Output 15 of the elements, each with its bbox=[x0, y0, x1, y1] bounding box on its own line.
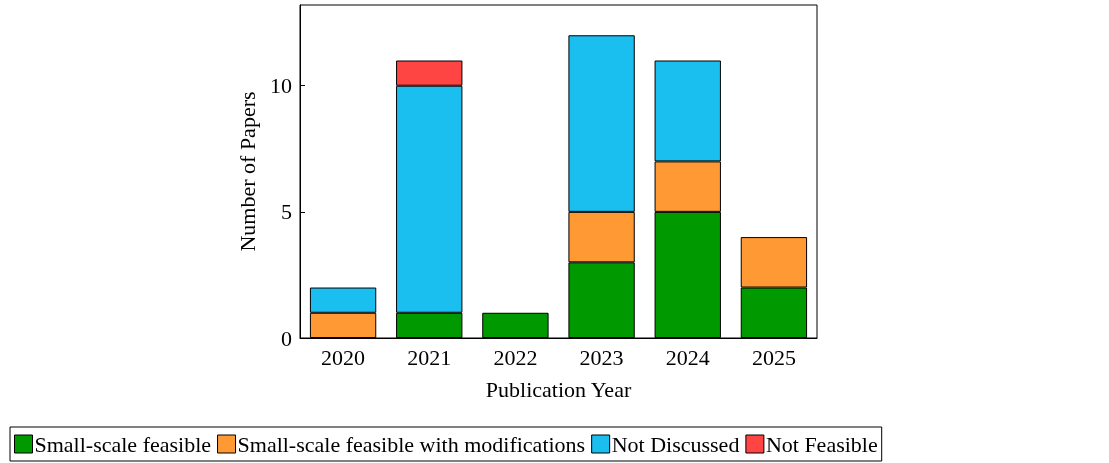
x-tick-label: 2023 bbox=[579, 344, 624, 370]
y-axis-title: Number of Papers bbox=[234, 91, 260, 252]
legend-label: Small-scale feasible bbox=[34, 431, 212, 457]
x-tick-label: 2025 bbox=[751, 344, 796, 370]
x-tick-label: 2022 bbox=[493, 344, 538, 370]
x-tick-label: 2021 bbox=[407, 344, 452, 370]
y-tick-label: 10 bbox=[270, 73, 292, 99]
y-tick-label: 5 bbox=[281, 199, 292, 225]
x-tick-label: 2024 bbox=[665, 344, 710, 370]
x-axis-title: Publication Year bbox=[485, 376, 632, 402]
legend-label: Small-scale feasible with modifications bbox=[237, 431, 586, 457]
legend-label: Not Feasible bbox=[765, 431, 878, 457]
y-tick-label: 0 bbox=[281, 325, 292, 351]
legend-label: Not Discussed bbox=[611, 431, 740, 457]
x-tick-label: 2020 bbox=[321, 344, 366, 370]
